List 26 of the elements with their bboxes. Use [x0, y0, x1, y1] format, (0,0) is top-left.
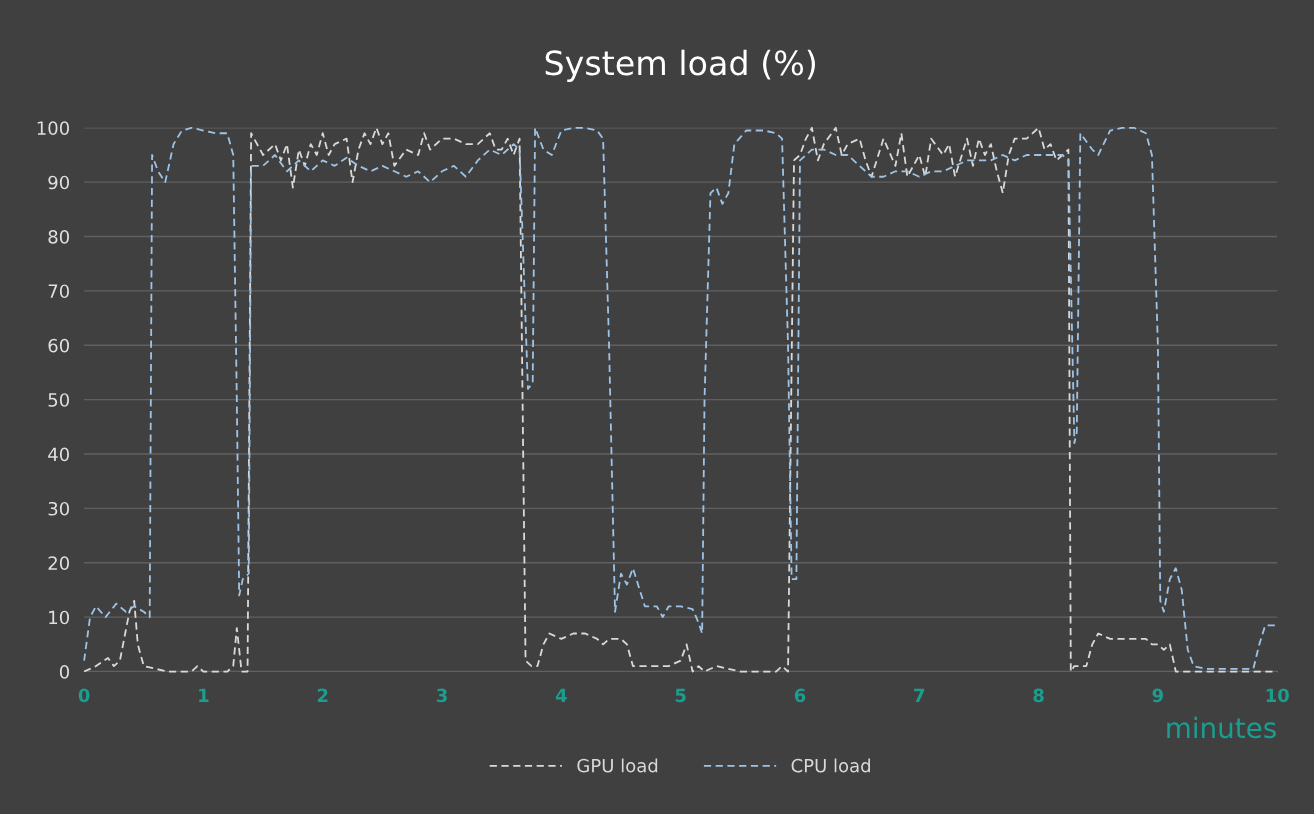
- x-tick-label: 3: [436, 688, 447, 703]
- y-tick-label: 40: [48, 447, 70, 462]
- y-tick-label: 100: [37, 121, 70, 135]
- legend-label: CPU load: [791, 758, 870, 773]
- y-tick-label: 10: [49, 610, 70, 625]
- y-tick-label: 50: [48, 393, 70, 407]
- x-tick-label: 7: [914, 688, 925, 702]
- legend-label: GPU load: [577, 758, 658, 773]
- x-tick-label: 2: [317, 688, 328, 702]
- y-tick-label: 80: [48, 230, 70, 244]
- y-tick-label: 70: [48, 284, 70, 299]
- y-tick-label: 20: [48, 556, 70, 570]
- x-tick-label: 9: [1152, 688, 1164, 703]
- x-tick-label: 8: [1033, 688, 1044, 703]
- chart-title: System load (%): [545, 49, 815, 82]
- x-tick-label: 6: [794, 688, 806, 703]
- y-tick-label: 90: [48, 175, 70, 190]
- x-tick-label: 0: [78, 688, 90, 703]
- x-tick-label: 4: [555, 688, 567, 702]
- y-tick-label: 30: [48, 501, 70, 516]
- y-tick-label: 0: [59, 665, 70, 679]
- y-tick-label: 60: [48, 338, 70, 353]
- x-tick-label: 1: [199, 688, 209, 702]
- x-axis-title: minutes: [1167, 716, 1276, 739]
- x-tick-label: 10: [1266, 688, 1289, 703]
- x-tick-label: 5: [675, 688, 686, 703]
